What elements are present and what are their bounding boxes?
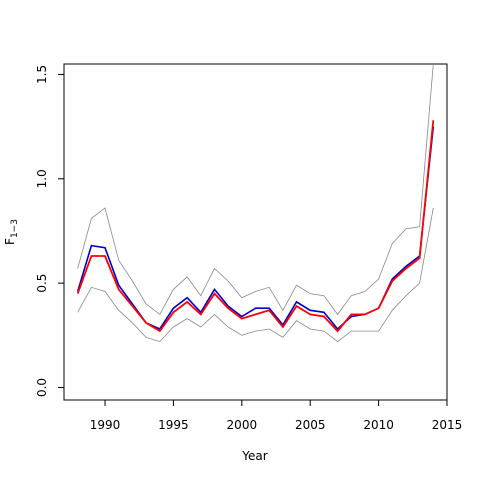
x-tick-label: 2000 bbox=[227, 418, 258, 432]
y-tick-label-group: 1.0 bbox=[35, 169, 49, 188]
y-tick-label: 0.0 bbox=[35, 378, 49, 397]
y-tick-label: 0.5 bbox=[35, 274, 49, 293]
x-tick-label: 2010 bbox=[363, 418, 394, 432]
x-tick-label: 2015 bbox=[432, 418, 463, 432]
y-tick-label: 1.0 bbox=[35, 169, 49, 188]
y-axis-title: F1−3 bbox=[3, 219, 20, 245]
x-tick-label: 1990 bbox=[90, 418, 121, 432]
x-tick-label: 2005 bbox=[295, 418, 326, 432]
x-axis-title: Year bbox=[241, 449, 267, 463]
series-line-estimate bbox=[76, 120, 435, 333]
y-axis-title-letter: F bbox=[3, 238, 17, 245]
y-tick-label-group: 1.5 bbox=[35, 65, 49, 84]
y-axis-title-main: F1−3 bbox=[3, 219, 20, 245]
series-group bbox=[76, 63, 435, 343]
y-tick-label-group: 0.0 bbox=[35, 378, 49, 397]
y-axis-title-subscript: 1−3 bbox=[10, 219, 20, 238]
series-line-alt bbox=[76, 126, 435, 331]
y-tick-label: 1.5 bbox=[35, 65, 49, 84]
series-line-lower bbox=[77, 207, 434, 343]
x-axis: 1990 1995 2000 2005 2010 2015 bbox=[90, 400, 463, 432]
plot-frame bbox=[63, 63, 448, 401]
series-line-upper bbox=[77, 63, 434, 316]
x-tick-label: 1995 bbox=[158, 418, 189, 432]
y-tick-label-group: 0.5 bbox=[35, 274, 49, 293]
y-axis: 0.0 0.5 1.0 1.5 bbox=[35, 65, 64, 397]
